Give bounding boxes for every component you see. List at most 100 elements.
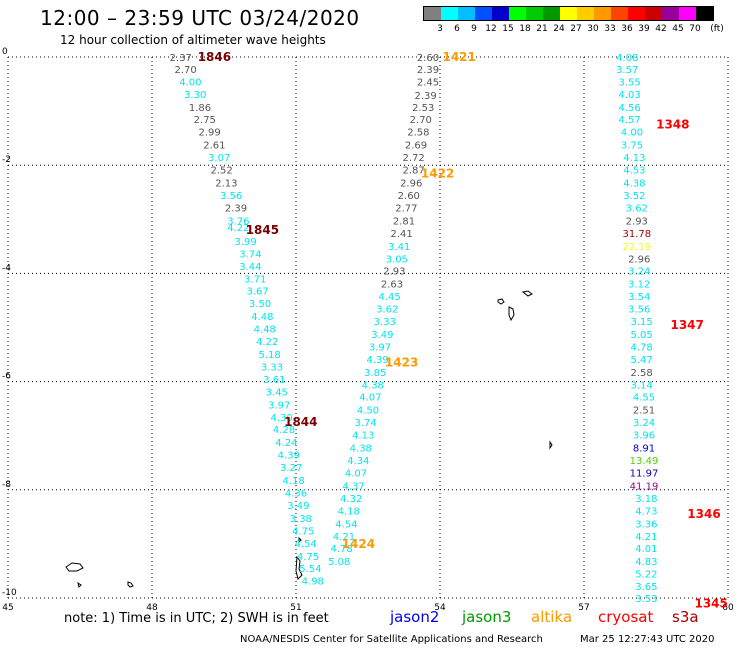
wave-height-value: 2.81 [393, 216, 415, 227]
wave-height-value: 8.91 [633, 444, 655, 455]
legend-swatch [696, 7, 713, 20]
wave-height-value: 4.39 [366, 355, 388, 366]
wave-height-value: 3.30 [184, 90, 206, 101]
pass-time-label: 1346 [687, 507, 720, 521]
wave-height-value: 2.53 [412, 103, 434, 114]
wave-height-value: 3.55 [618, 77, 640, 88]
wave-height-value: 2.37 [170, 53, 192, 64]
sat-altika: altika [531, 608, 573, 626]
wave-height-value: 4.00 [179, 77, 201, 88]
legend-label: 39 [638, 24, 650, 34]
wave-height-value: 4.83 [635, 557, 657, 568]
wave-height-value: 3.97 [369, 342, 391, 353]
wave-height-value: 4.21 [333, 532, 355, 543]
wave-height-value: 2.87 [402, 166, 424, 177]
wave-height-values: 2.372.704.003.301.862.752.992.613.072.52… [170, 53, 659, 605]
wave-height-value: 11.97 [630, 468, 659, 479]
legend-swatches [423, 6, 714, 21]
wave-height-value: 2.41 [390, 229, 412, 240]
pass-time-labels: 1846 1845 1844 1421 1422 1423 1424 1348 1347 1346… [198, 50, 728, 610]
legend-swatch [594, 7, 611, 20]
wave-height-value: 4.36 [285, 489, 307, 500]
wave-height-value: 4.78 [630, 342, 652, 353]
wave-height-value: 3.65 [635, 582, 657, 593]
wave-height-value: 3.14 [630, 380, 652, 391]
wave-height-value: 4.37 [342, 481, 364, 492]
lon-tick-label: 48 [146, 603, 158, 613]
wave-height-value: 2.60 [398, 191, 420, 202]
wave-height-value: 4.24 [275, 438, 297, 449]
wave-height-value: 3.74 [354, 418, 376, 429]
wave-height-value: 3.18 [635, 494, 657, 505]
legend-label: 45 [672, 24, 684, 34]
wave-height-value: 3.61 [263, 375, 285, 386]
pass-time-label: 1421 [442, 50, 475, 64]
lat-tick-label: 0 [2, 47, 8, 57]
wave-height-value: 5.22 [635, 570, 657, 581]
wave-height-value: 4.45 [378, 292, 400, 303]
wave-height-value: 3.56 [220, 191, 242, 202]
legend-label: 42 [655, 24, 667, 34]
island-shape [65, 562, 84, 572]
pass-time-label: 1348 [656, 118, 689, 132]
wave-height-value: 4.39 [278, 451, 300, 462]
wave-height-value: 3.33 [261, 362, 283, 373]
pass-time-label: 1845 [246, 223, 279, 237]
wave-height-value: 3.53 [635, 594, 657, 605]
wave-height-value: 3.38 [290, 514, 312, 525]
lat-tick-label: -2 [2, 155, 11, 165]
wave-height-value: 4.75 [297, 552, 319, 563]
island-shape [497, 298, 505, 305]
legend-label: 33 [604, 24, 616, 34]
legend-swatch [560, 7, 577, 20]
legend-label: 12 [485, 24, 497, 34]
wave-height-value: 2.70 [410, 115, 432, 126]
legend-swatch [526, 7, 543, 20]
wave-height-value: 4.28 [273, 425, 295, 436]
wave-height-value: 31.78 [622, 229, 651, 240]
wave-height-value: 4.00 [621, 128, 643, 139]
wave-height-value: 2.13 [215, 179, 237, 190]
wave-height-value: 2.52 [210, 166, 232, 177]
pass-time-label: 1846 [198, 50, 231, 64]
wave-height-value: 4.78 [330, 544, 352, 555]
wave-height-value: 2.72 [402, 153, 424, 164]
wave-height-value: 4.57 [618, 115, 640, 126]
wave-height-value: 4.50 [357, 406, 379, 417]
wave-height-value: 4.08 [616, 53, 638, 64]
sat-jason2: jason2 [390, 608, 440, 626]
wave-height-value: 4.54 [294, 539, 316, 550]
legend-label: 24 [553, 24, 565, 34]
wave-height-value: 5.08 [328, 557, 350, 568]
page-subtitle: 12 hour collection of altimeter wave hei… [60, 33, 326, 47]
wave-height-value: 4.54 [335, 519, 357, 530]
sat-cryosat: cryosat [598, 608, 654, 626]
wave-height-value: 3.96 [633, 431, 655, 442]
lat-tick-label: -4 [2, 263, 11, 273]
pass-time-label: 1347 [670, 318, 703, 332]
legend-labels: 3 6 9 12 15 18 21 24 27 30 33 36 39 42 45 70 (ft) [423, 24, 724, 38]
wave-height-value: 13.49 [630, 456, 659, 467]
sat-s3a: s3a [672, 608, 699, 626]
island-shape [521, 290, 533, 297]
pass-time-label: 1423 [385, 356, 418, 370]
wave-height-value: 2.96 [628, 254, 650, 265]
wave-height-value: 3.41 [388, 242, 410, 253]
wave-height-value: 2.99 [198, 128, 220, 139]
wave-height-value: 3.56 [628, 305, 650, 316]
lon-tick-label: 57 [578, 603, 589, 613]
wave-height-value: 3.49 [287, 501, 309, 512]
wave-height-value: 2.39 [417, 65, 439, 76]
pass-time-label: 1345 [694, 596, 727, 610]
wave-height-value: 3.99 [234, 237, 256, 248]
wave-height-value: 4.30 [270, 413, 292, 424]
wave-height-value: 22.19 [622, 242, 651, 253]
legend-swatch [577, 7, 594, 20]
wave-height-value: 3.45 [266, 387, 288, 398]
page-title: 12:00 – 23:59 UTC 03/24/2020 [40, 6, 360, 30]
wave-height-value: 4.13 [623, 153, 645, 164]
wave-height-value: 3.33 [374, 317, 396, 328]
wave-height-value: 3.05 [386, 254, 408, 265]
legend-label: 30 [587, 24, 599, 34]
wave-height-value: 3.62 [626, 203, 648, 214]
